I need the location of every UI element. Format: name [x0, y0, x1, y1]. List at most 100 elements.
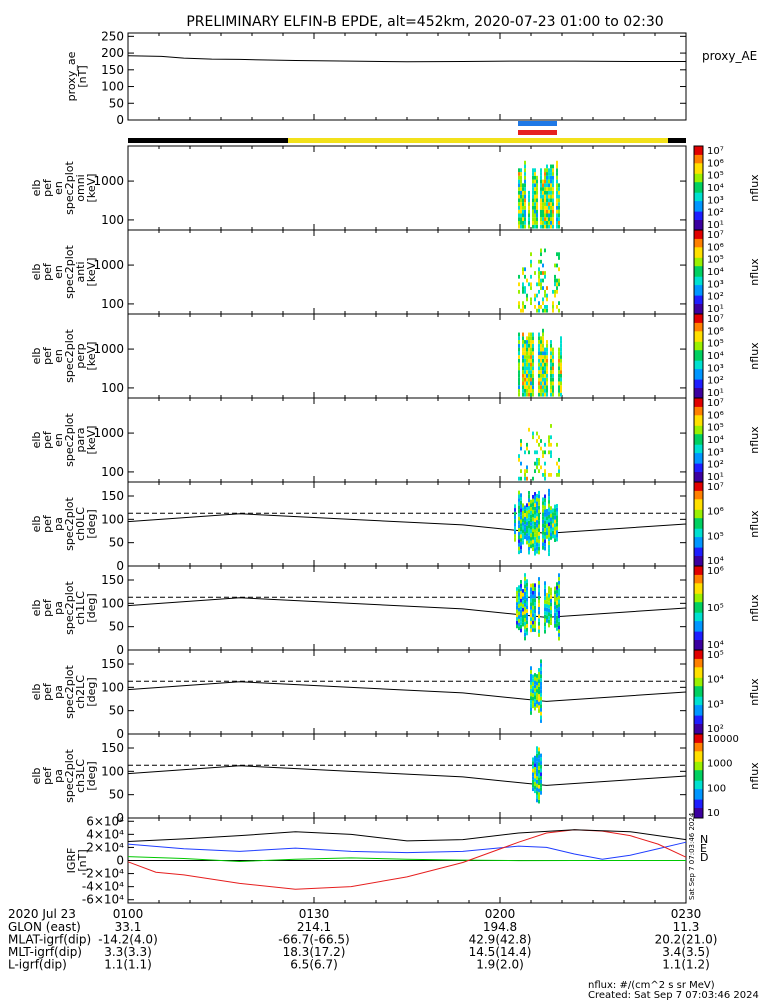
spec-cell [540, 340, 542, 344]
spec-cell [538, 343, 540, 348]
spec-cell [518, 198, 520, 203]
spec-cell [522, 267, 524, 272]
colorbar-step [694, 696, 703, 699]
spec-cell [552, 289, 554, 294]
spec-cell [558, 252, 560, 257]
pa-cell [538, 629, 540, 634]
pa-cell [516, 598, 518, 603]
colorbar-step [694, 463, 703, 466]
spec-cell [550, 370, 552, 374]
colorbar-step [694, 353, 703, 357]
colorbar-step [694, 293, 703, 296]
spec-cell [552, 351, 554, 356]
spec-cell [540, 305, 542, 309]
colorbar-step [694, 442, 703, 445]
pa-cell [538, 509, 540, 514]
colorbar-step [694, 782, 703, 785]
pa-cell [520, 493, 522, 498]
spec-cell [540, 392, 542, 397]
pa-cell [518, 490, 520, 495]
colorbar-step [694, 339, 703, 342]
colorbar-step [694, 332, 703, 336]
spec-cell [524, 389, 526, 393]
pa-cell [522, 592, 524, 597]
spec-cell [558, 282, 560, 287]
spec-cell [518, 381, 520, 386]
spec-cell [556, 263, 558, 268]
colorbar-step [694, 727, 703, 731]
spec-cell [558, 385, 560, 390]
spec-cell [532, 351, 534, 356]
pa-cell [536, 791, 538, 795]
spec-cell [522, 389, 524, 393]
spec-cell [546, 187, 548, 191]
colorbar-step [694, 171, 703, 174]
spec-cell [552, 305, 554, 309]
spec-cell [536, 179, 538, 184]
colorbar-tick-label: 10⁵ [707, 650, 724, 661]
colorbar-step [694, 629, 703, 632]
pa-cell [538, 490, 540, 495]
spec-cell [528, 392, 530, 397]
pa-cell [518, 596, 520, 601]
colorbar-step [694, 421, 703, 424]
spec-cell [538, 373, 540, 378]
series-line-total [127, 829, 687, 843]
colorbar-label: nflux [748, 174, 761, 202]
spec-cell [544, 381, 546, 386]
spec-cell [542, 205, 544, 210]
pa-cell [540, 787, 542, 791]
colorbar-step [694, 666, 703, 670]
colorbar-step [694, 299, 703, 302]
y-tick-label: 250 [101, 29, 124, 43]
spec-cell [542, 187, 544, 191]
pa-cell [528, 543, 530, 547]
pa-cell [558, 629, 560, 634]
colorbar-step [694, 265, 703, 269]
spec-cell [556, 194, 558, 199]
colorbar-step [694, 152, 703, 155]
pa-cell [550, 598, 552, 603]
pa-cell [558, 618, 560, 622]
colorbar-tick-label: 10² [707, 460, 724, 471]
pa-cell [538, 531, 540, 536]
pa-cell [530, 617, 532, 621]
pa-cell [540, 761, 542, 765]
pa-cell [548, 616, 550, 620]
spec-cell [534, 469, 536, 474]
spec-cell [532, 389, 534, 393]
y-axis-label: pef [41, 766, 54, 785]
spec-cell [520, 190, 522, 195]
spec-cell [520, 202, 522, 206]
spec-cell [526, 377, 528, 382]
colorbar-step [694, 278, 703, 281]
pa-cell [514, 504, 516, 509]
pa-cell [526, 503, 528, 508]
colorbar-step [694, 584, 703, 588]
pa-cell [540, 753, 542, 758]
spec-cell [546, 347, 548, 352]
colorbar-step [694, 272, 703, 275]
colorbar-step [694, 656, 703, 659]
pa-cell [538, 577, 540, 581]
spec-cell [546, 172, 548, 176]
pa-cell [522, 533, 524, 538]
pa-cell [548, 612, 550, 617]
spec-cell [560, 362, 562, 367]
colorbar-step [694, 742, 703, 745]
y-axis-label: spec2plot [63, 665, 76, 719]
pa-cell [518, 615, 520, 619]
colorbar-step [694, 492, 703, 496]
spec-cell [550, 385, 552, 390]
spec-cell [542, 362, 544, 367]
spec-cell [550, 198, 552, 203]
spec-cell [526, 385, 528, 390]
spec-cell [538, 385, 540, 390]
colorbar-step [694, 591, 703, 594]
spec-cell [552, 221, 554, 225]
pa-cell [536, 520, 538, 524]
colorbar-step [694, 681, 703, 685]
spec-cell [556, 278, 558, 283]
pa-cell [538, 550, 540, 555]
spec-cell [534, 213, 536, 218]
